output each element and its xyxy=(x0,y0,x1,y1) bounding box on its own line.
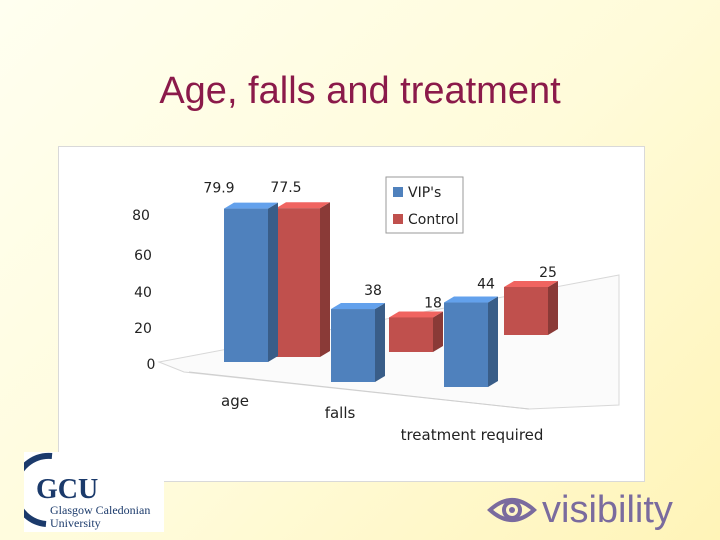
control-bar-side xyxy=(433,311,443,352)
gcu-name-line1: Glasgow Caledonian xyxy=(50,503,150,517)
vips-bar xyxy=(444,302,488,387)
bar-chart: 0 20 40 60 80 79.9 38 44 77.5 18 25 age falls treat… xyxy=(132,176,620,444)
chart-legend[interactable]: VIP's Control xyxy=(385,176,464,234)
control-bar-top xyxy=(504,281,558,287)
data-label: 25 xyxy=(539,265,557,281)
y-tick-label: 40 xyxy=(134,285,152,301)
gcu-logo-bg xyxy=(24,452,164,532)
eye-icon xyxy=(487,498,537,522)
x-category-label: falls xyxy=(325,404,356,422)
data-label: 44 xyxy=(477,277,495,293)
gcu-logo: GCU Glasgow Caledonian University xyxy=(24,452,164,532)
vips-bar-top xyxy=(444,296,498,303)
vips-bar xyxy=(331,309,375,382)
legend-label: VIP's xyxy=(408,185,441,201)
x-axis-categories: age falls treatment required xyxy=(221,392,543,444)
gcu-abbr: GCU xyxy=(36,474,98,505)
control-bar-top xyxy=(276,202,330,209)
visibility-wordmark: visibility xyxy=(542,489,673,531)
legend-swatch xyxy=(393,187,403,197)
control-bar-side xyxy=(548,281,558,335)
gcu-swoosh-icon xyxy=(24,452,53,527)
data-label: 18 xyxy=(424,295,442,311)
gcu-name-line2: University xyxy=(50,516,101,530)
visibility-logo: visibility xyxy=(487,489,673,531)
vips-bar xyxy=(224,208,268,362)
chart-floor-edge xyxy=(188,371,530,410)
vips-bar-side xyxy=(268,202,278,362)
vips-bar-top xyxy=(224,202,278,209)
y-axis-ticks: 0 20 40 60 80 xyxy=(132,208,155,373)
x-category-label: treatment required xyxy=(401,426,544,444)
vips-bar-top xyxy=(331,303,385,310)
data-label: 38 xyxy=(364,283,382,299)
chart-panel: 0 20 40 60 80 79.9 38 44 77.5 18 25 age falls treat… xyxy=(58,146,645,482)
control-bar-side xyxy=(320,202,330,357)
control-bar xyxy=(504,287,548,335)
y-tick-label: 80 xyxy=(132,208,150,224)
slide-title: Age, falls and treatment xyxy=(159,70,561,112)
control-bar xyxy=(389,317,433,352)
bars xyxy=(224,202,558,387)
legend-label: Control xyxy=(408,212,459,228)
vips-bar-side xyxy=(375,303,385,382)
y-tick-label: 60 xyxy=(134,248,152,264)
data-label: 77.5 xyxy=(270,180,301,196)
legend-swatch xyxy=(393,214,403,224)
vips-bar-side xyxy=(488,296,498,387)
x-category-label: age xyxy=(221,392,249,410)
data-labels: 79.9 38 44 77.5 18 25 xyxy=(203,180,557,311)
y-tick-label: 20 xyxy=(134,321,152,337)
data-label: 79.9 xyxy=(203,181,234,197)
y-tick-label: 0 xyxy=(147,357,156,373)
control-bar-top xyxy=(389,311,443,318)
control-bar xyxy=(276,208,320,357)
